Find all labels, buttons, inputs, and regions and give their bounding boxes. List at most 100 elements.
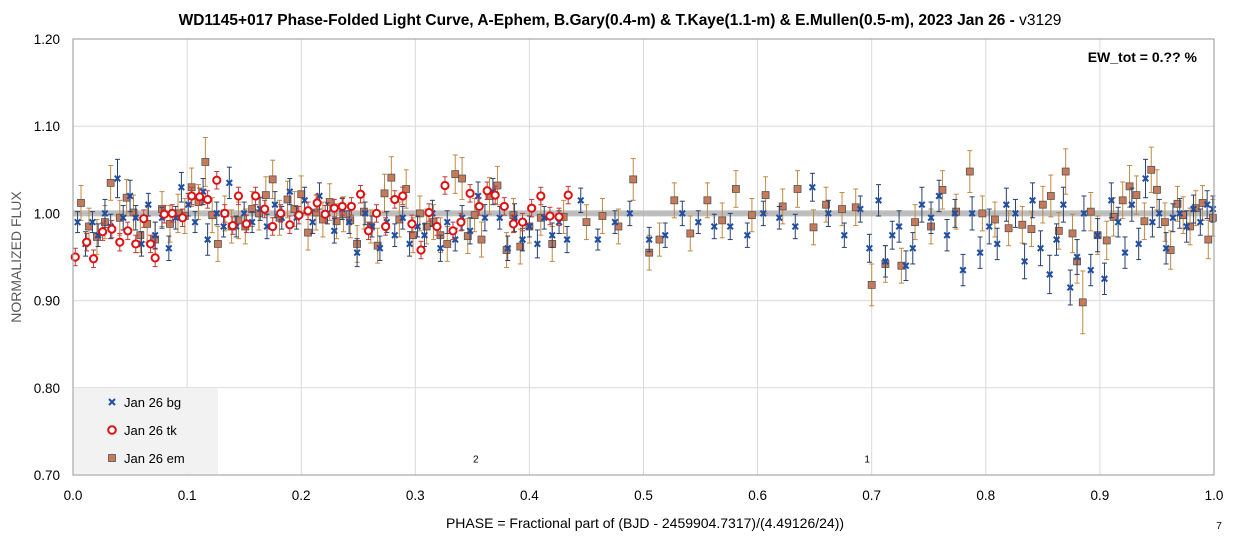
bg-point [1011, 209, 1019, 217]
x-marker-stroke [1135, 240, 1143, 248]
em-point [304, 228, 312, 237]
tk-point [407, 219, 417, 229]
tk-point [474, 201, 484, 212]
bg-point [1021, 257, 1029, 265]
bg-point [406, 240, 414, 248]
x-marker-stroke [611, 218, 619, 226]
em-point [339, 210, 348, 219]
x-marker-stroke [1148, 218, 1156, 226]
series-tk [70, 171, 573, 268]
legend-marker-em [108, 454, 116, 462]
y-tick-label: 1.10 [34, 119, 60, 134]
tk-point [139, 214, 149, 224]
bg-point [1135, 240, 1143, 248]
bg-point [611, 218, 619, 226]
bg-point [151, 231, 159, 239]
x-marker-stroke [1189, 205, 1197, 213]
x-marker-stroke [678, 209, 686, 217]
tk-point [563, 190, 573, 200]
tk-point [276, 208, 286, 218]
x-marker-stroke [824, 209, 832, 217]
y-tick-label: 0.80 [34, 381, 60, 396]
tk-point [177, 213, 188, 223]
tk-point [337, 201, 347, 212]
x-marker-stroke [759, 209, 767, 217]
em-point [1153, 185, 1161, 194]
x-marker-stroke [1155, 209, 1163, 217]
x-marker-stroke [345, 218, 353, 226]
x-marker-stroke [1114, 218, 1122, 226]
bg-point [1196, 218, 1204, 226]
x-marker-stroke [406, 240, 414, 248]
x-marker-stroke [943, 231, 951, 239]
em-point [387, 173, 396, 182]
tk-point [499, 201, 509, 212]
bg-point [1148, 218, 1156, 226]
em-point [1054, 226, 1063, 235]
bg-point [918, 201, 926, 209]
bg-point [525, 222, 533, 230]
x-marker-stroke [959, 266, 967, 274]
x-tick-label: 0.9 [1091, 488, 1110, 503]
bg-point [1002, 201, 1010, 209]
em-point [214, 240, 222, 248]
x-marker-stroke [101, 209, 109, 217]
bg-point [1155, 209, 1163, 217]
bg-point [496, 214, 504, 222]
y-tick-label: 1.00 [34, 206, 60, 221]
legend-items: Jan 26 bg Jan 26 tk Jan 26 em [107, 395, 185, 466]
x-marker-stroke [74, 218, 82, 226]
em-point [402, 185, 411, 193]
em-point [443, 240, 452, 248]
em-point [629, 175, 638, 184]
corner-note: 7 [1216, 521, 1222, 532]
y-tick-label: 0.90 [34, 294, 60, 309]
em-point [1027, 225, 1036, 233]
em-point [1161, 218, 1169, 227]
bg-point [902, 262, 910, 270]
em-point [991, 215, 999, 224]
bg-point [101, 209, 109, 217]
x-marker-stroke [113, 175, 122, 183]
x-marker-stroke [151, 231, 159, 239]
bg-point [204, 236, 212, 244]
tk-point [554, 212, 564, 222]
x-marker-stroke [414, 222, 422, 230]
chart-title-main: WD1145+017 Phase-Folded Light Curve, A-E… [179, 12, 1020, 29]
bg-point [759, 209, 767, 217]
x-marker-stroke [1046, 270, 1054, 278]
bg-point [113, 175, 122, 183]
x-marker-stroke [172, 214, 180, 222]
tk-point [440, 180, 450, 191]
tk-point [448, 226, 458, 236]
x-marker-stroke [888, 231, 896, 239]
tk-point [490, 190, 500, 200]
tk-point [187, 191, 197, 201]
tk-point [320, 209, 330, 219]
em-point [380, 189, 389, 198]
bg-point [548, 231, 556, 239]
bg-point [519, 236, 527, 244]
bg-point [985, 222, 993, 230]
em-point [1118, 196, 1127, 205]
tk-point [212, 175, 222, 185]
em-point [516, 242, 525, 251]
bg-point [935, 192, 943, 200]
em-point [1004, 224, 1013, 233]
x-marker-stroke [1209, 205, 1217, 213]
em-point [1147, 165, 1156, 174]
tk-point [294, 210, 304, 220]
em-point [477, 235, 486, 244]
bg-point [909, 244, 917, 252]
tk-point [98, 227, 108, 237]
tk-point [482, 186, 492, 196]
x-marker-stroke [1066, 284, 1074, 292]
bg-point [345, 218, 353, 226]
tk-point [363, 226, 374, 236]
bg-point [840, 231, 848, 239]
tk-point [545, 211, 555, 221]
em-point [1068, 229, 1077, 238]
em-point [451, 170, 460, 179]
